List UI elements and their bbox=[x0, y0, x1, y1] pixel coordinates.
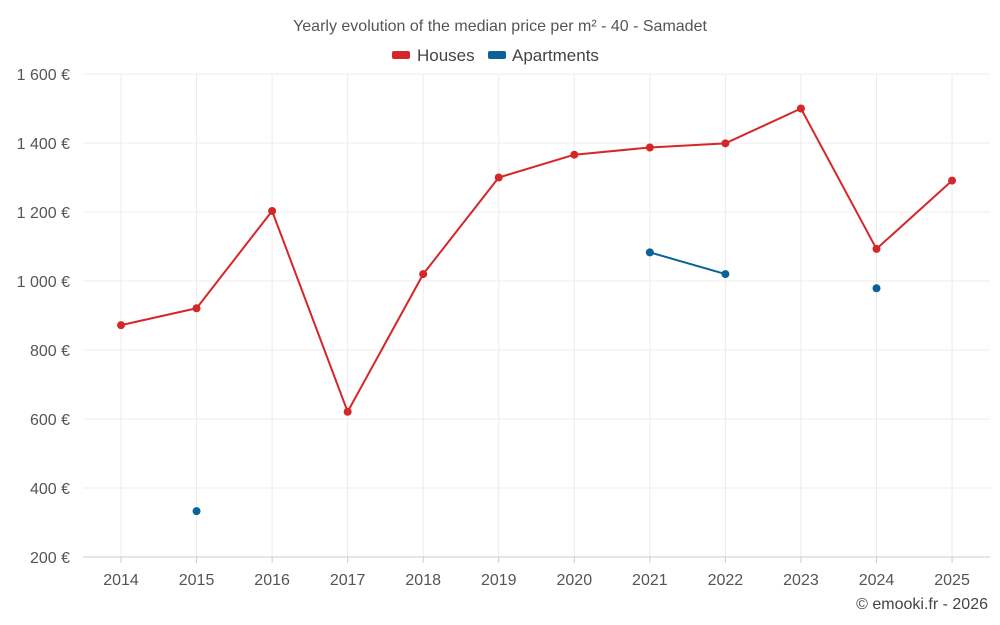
y-tick-label: 600 € bbox=[30, 412, 70, 429]
legend-swatch-houses bbox=[392, 51, 410, 59]
x-tick-label: 2023 bbox=[783, 572, 819, 589]
x-tick-label: 2018 bbox=[405, 572, 441, 589]
y-tick-label: 400 € bbox=[30, 481, 70, 498]
series-line-segment-houses bbox=[799, 107, 878, 250]
x-tick-label: 2019 bbox=[481, 572, 517, 589]
data-point-houses-2014[interactable] bbox=[117, 321, 125, 330]
series-line-segment-houses bbox=[724, 107, 802, 145]
y-tick-label: 1 200 € bbox=[17, 205, 70, 222]
grid bbox=[83, 73, 990, 557]
x-tick-label: 2021 bbox=[632, 572, 668, 589]
series-line-segment-houses bbox=[271, 209, 349, 413]
data-point-houses-2025[interactable] bbox=[948, 176, 957, 185]
x-tick-label: 2015 bbox=[179, 572, 215, 589]
chart-title: Yearly evolution of the median price per… bbox=[293, 18, 707, 35]
data-point-houses-2024[interactable] bbox=[872, 244, 881, 253]
legend-label-houses: Houses bbox=[417, 46, 475, 65]
series-line-segment-houses bbox=[422, 176, 500, 276]
data-point-houses-2022[interactable] bbox=[721, 139, 730, 148]
data-point-houses-2023[interactable] bbox=[796, 104, 805, 113]
x-tick-label: 2016 bbox=[254, 572, 290, 589]
data-point-houses-2021[interactable] bbox=[645, 143, 654, 152]
data-point-houses-2016[interactable] bbox=[268, 206, 277, 215]
series-line-segment-houses bbox=[497, 153, 576, 179]
y-tick-label: 1 600 € bbox=[17, 67, 70, 84]
legend-label-apartments: Apartments bbox=[512, 46, 599, 65]
series bbox=[117, 104, 957, 516]
data-point-apartments-2015[interactable] bbox=[192, 507, 201, 516]
series-line-segment-houses bbox=[120, 307, 198, 327]
x-tick-label: 2014 bbox=[103, 572, 139, 589]
legend-swatch-apartments bbox=[488, 51, 506, 59]
x-tick-label: 2020 bbox=[557, 572, 593, 589]
y-tick-label: 200 € bbox=[30, 550, 70, 567]
legend-item-houses[interactable]: Houses bbox=[392, 46, 475, 65]
legend-item-apartments[interactable]: Apartments bbox=[488, 46, 599, 65]
y-axis: 200 € 400 € 600 € 800 € 1 000 € 1 200 € 1 400 … bbox=[17, 67, 70, 567]
series-line-segment-apartments bbox=[648, 251, 727, 276]
credit-text: © emooki.fr - 2026 bbox=[856, 596, 988, 613]
x-tick-label: 2017 bbox=[330, 572, 366, 589]
y-tick-label: 800 € bbox=[30, 343, 70, 360]
data-point-apartments-2024[interactable] bbox=[872, 284, 881, 293]
x-tick-label: 2022 bbox=[708, 572, 744, 589]
data-point-houses-2020[interactable] bbox=[570, 150, 579, 159]
y-tick-label: 1 400 € bbox=[17, 136, 70, 153]
series-line-segment-houses bbox=[648, 142, 727, 149]
x-axis: 2014 2015 2016 2017 2018 2019 2020 2021 2022 2023… bbox=[83, 556, 990, 589]
series-apartments bbox=[192, 248, 881, 516]
legend: Houses Apartments bbox=[392, 46, 599, 65]
series-line-segment-houses bbox=[195, 209, 274, 310]
data-point-apartments-2022[interactable] bbox=[721, 270, 730, 279]
data-point-houses-2015[interactable] bbox=[192, 304, 201, 313]
y-tick-label: 1 000 € bbox=[17, 274, 70, 291]
series-line-segment-houses bbox=[346, 273, 425, 413]
data-point-houses-2019[interactable] bbox=[494, 173, 503, 182]
data-point-houses-2017[interactable] bbox=[343, 407, 352, 416]
series-line-segment-houses bbox=[573, 146, 651, 156]
series-houses bbox=[117, 104, 957, 416]
data-point-apartments-2021[interactable] bbox=[645, 248, 654, 257]
series-line-segment-houses bbox=[875, 179, 954, 250]
data-point-houses-2018[interactable] bbox=[419, 270, 428, 279]
x-tick-label: 2025 bbox=[934, 572, 970, 589]
x-tick-label: 2024 bbox=[859, 572, 895, 589]
